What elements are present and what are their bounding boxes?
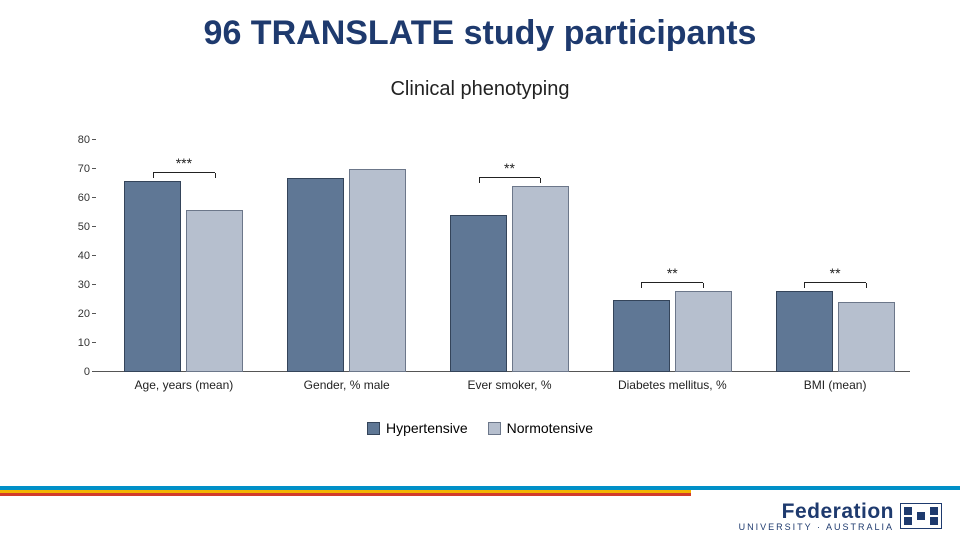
bar bbox=[349, 169, 406, 372]
category-label: Diabetes mellitus, % bbox=[618, 378, 727, 392]
legend-swatch bbox=[367, 422, 380, 435]
y-tick-label: 30 bbox=[60, 279, 90, 291]
sig-bracket-tick bbox=[153, 173, 154, 178]
logo-flag-icon bbox=[900, 503, 942, 529]
category-label: Ever smoker, % bbox=[467, 378, 551, 392]
sig-label: ** bbox=[657, 265, 687, 281]
federation-logo: Federation UNIVERSITY · AUSTRALIA bbox=[739, 500, 942, 532]
legend-item: Hypertensive bbox=[367, 420, 468, 436]
sig-bracket-tick bbox=[804, 283, 805, 288]
sig-label: *** bbox=[169, 155, 199, 171]
bar bbox=[124, 181, 181, 372]
sig-bracket-tick bbox=[479, 178, 480, 183]
y-tick-label: 40 bbox=[60, 250, 90, 262]
sig-label: ** bbox=[495, 160, 525, 176]
sig-bracket-tick bbox=[866, 283, 867, 288]
category-label: BMI (mean) bbox=[804, 378, 867, 392]
legend-label: Normotensive bbox=[507, 420, 593, 436]
sig-bracket-tick bbox=[540, 178, 541, 183]
y-tick-mark bbox=[92, 371, 96, 372]
legend: Hypertensive Normotensive bbox=[0, 420, 960, 438]
plot-area: 01020304050607080Age, years (mean)***Gen… bbox=[96, 140, 910, 372]
footer-stripe bbox=[0, 493, 691, 496]
y-tick-mark bbox=[92, 139, 96, 140]
bar bbox=[675, 291, 732, 372]
page-title: 96 TRANSLATE study participants bbox=[0, 14, 960, 53]
bar bbox=[287, 178, 344, 372]
category-label: Age, years (mean) bbox=[135, 378, 234, 392]
legend-swatch bbox=[488, 422, 501, 435]
sig-bracket-tick bbox=[703, 283, 704, 288]
bar bbox=[450, 215, 507, 372]
slide: { "title": { "text": "96 TRANSLATE study… bbox=[0, 0, 960, 540]
sig-label: ** bbox=[820, 265, 850, 281]
sig-bracket-tick bbox=[215, 173, 216, 178]
page-subtitle: Clinical phenotyping bbox=[0, 78, 960, 101]
legend-item: Normotensive bbox=[488, 420, 593, 436]
logo-sub: UNIVERSITY · AUSTRALIA bbox=[739, 522, 894, 532]
bar-chart: 01020304050607080Age, years (mean)***Gen… bbox=[60, 140, 910, 392]
y-tick-label: 70 bbox=[60, 163, 90, 175]
y-tick-label: 80 bbox=[60, 134, 90, 146]
y-tick-label: 20 bbox=[60, 308, 90, 320]
y-tick-label: 10 bbox=[60, 337, 90, 349]
bar bbox=[512, 186, 569, 372]
bar bbox=[776, 291, 833, 372]
y-tick-mark bbox=[92, 197, 96, 198]
y-tick-mark bbox=[92, 255, 96, 256]
y-tick-label: 50 bbox=[60, 221, 90, 233]
sig-bracket bbox=[479, 177, 541, 178]
logo-word: Federation bbox=[739, 500, 894, 524]
sig-bracket bbox=[804, 282, 866, 283]
y-tick-mark bbox=[92, 342, 96, 343]
y-tick-mark bbox=[92, 284, 96, 285]
sig-bracket bbox=[153, 172, 215, 173]
category-label: Gender, % male bbox=[304, 378, 390, 392]
y-tick-label: 0 bbox=[60, 366, 90, 378]
sig-bracket bbox=[641, 282, 703, 283]
bar bbox=[838, 302, 895, 372]
y-tick-mark bbox=[92, 226, 96, 227]
y-tick-label: 60 bbox=[60, 192, 90, 204]
bar bbox=[186, 210, 243, 372]
y-tick-mark bbox=[92, 313, 96, 314]
y-tick-mark bbox=[92, 168, 96, 169]
sig-bracket-tick bbox=[641, 283, 642, 288]
bar bbox=[613, 300, 670, 373]
legend-label: Hypertensive bbox=[386, 420, 468, 436]
footer-stripes bbox=[0, 486, 960, 496]
